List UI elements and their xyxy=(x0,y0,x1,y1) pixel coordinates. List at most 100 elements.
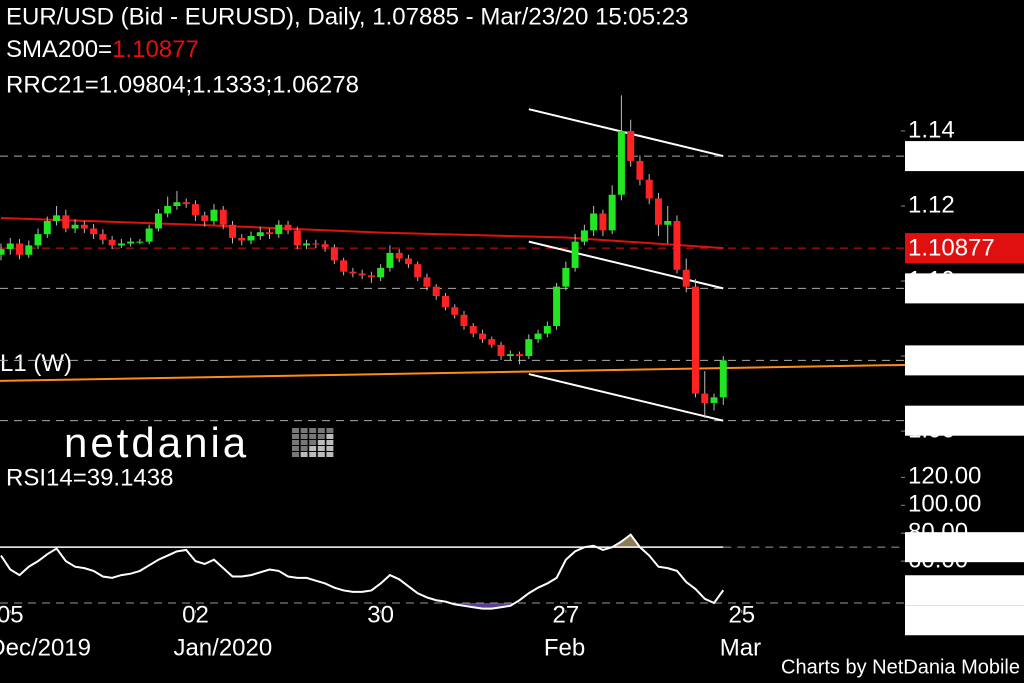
candle-body xyxy=(53,215,61,221)
rsi-legend: RSI14=39.1438 xyxy=(6,464,173,491)
candle-body xyxy=(201,215,209,221)
candle-body xyxy=(377,267,385,278)
x-tick-label: 27 xyxy=(553,601,580,628)
value-box xyxy=(905,345,1024,376)
value-box-label: 1.10877 xyxy=(908,234,995,261)
value-box xyxy=(905,273,1024,304)
x-month-label: Dec/2019 xyxy=(0,634,91,661)
candle-body xyxy=(404,258,412,265)
candle-body xyxy=(340,260,348,272)
candle-body xyxy=(312,243,320,245)
value-box-label: 1.1333 xyxy=(908,142,981,169)
channel-lower xyxy=(528,373,724,422)
candle-body xyxy=(293,230,301,246)
candle-body xyxy=(525,339,533,357)
watermark-cell xyxy=(326,434,334,439)
candle-body xyxy=(636,160,644,180)
watermark-cell xyxy=(300,440,308,445)
value-box xyxy=(905,605,1024,636)
sma-line xyxy=(0,216,724,250)
candle-body xyxy=(191,204,199,216)
rsi-line xyxy=(0,533,725,610)
candle-body xyxy=(608,194,616,231)
candle-body xyxy=(43,220,51,235)
candle-body xyxy=(173,202,181,206)
watermark-cell xyxy=(292,452,299,457)
watermark-cell xyxy=(326,452,334,457)
candle-body xyxy=(127,241,135,244)
candle-body xyxy=(219,209,227,225)
candle-body xyxy=(590,213,598,231)
trendline-label: L1 (W) xyxy=(0,350,72,377)
candle-body xyxy=(330,247,338,261)
trendline xyxy=(0,361,1024,382)
watermark-cell xyxy=(317,446,325,451)
x-tick-label: 05 xyxy=(0,601,24,628)
sma-label: SMA200= xyxy=(6,36,112,63)
watermark-cell xyxy=(309,434,317,439)
candle-body xyxy=(229,224,236,238)
candle-body xyxy=(90,228,98,235)
y-tick-label: 1.12 xyxy=(908,191,955,218)
candle-body xyxy=(488,339,496,345)
candle-body xyxy=(506,354,514,357)
candle-body xyxy=(275,224,283,235)
value-box-label: 1.07885 xyxy=(908,347,995,374)
watermark: netdania xyxy=(64,419,249,466)
candle-body xyxy=(516,354,524,357)
candle-body xyxy=(645,179,653,199)
candle-body xyxy=(534,333,542,340)
watermark-cell xyxy=(326,440,334,445)
value-box xyxy=(905,532,1024,563)
candle-body xyxy=(303,243,311,246)
candle-body xyxy=(16,243,24,255)
watermark-cell xyxy=(309,440,317,445)
value-box-label: 30.00 xyxy=(908,607,968,634)
x-month-label: Mar xyxy=(720,634,761,661)
watermark-cell xyxy=(292,434,299,439)
candle-body xyxy=(423,277,431,287)
candle-body xyxy=(321,244,329,248)
y-tick-label: 1.14 xyxy=(908,116,955,143)
candle-body xyxy=(543,326,551,334)
rsi-overbought-fill xyxy=(584,534,640,548)
channel-legend: RRC21=1.09804;1.1333;1.06278 xyxy=(6,71,359,98)
candle-body xyxy=(460,314,468,327)
candle-body xyxy=(108,239,116,246)
candle-body xyxy=(247,236,255,241)
candle-body xyxy=(136,241,144,243)
watermark-cell xyxy=(326,428,334,433)
candle-body xyxy=(238,237,246,241)
candle-body xyxy=(571,241,579,268)
watermark-cell xyxy=(326,446,334,451)
candle-body xyxy=(256,232,264,237)
candle-body xyxy=(62,215,70,229)
candle-body xyxy=(432,286,440,297)
candle-body xyxy=(0,249,5,255)
candle-body xyxy=(80,224,88,229)
candle-body xyxy=(34,234,42,246)
watermark-cell xyxy=(309,452,317,457)
candle-body xyxy=(719,360,727,398)
candle-body xyxy=(386,252,394,268)
value-box-label: 1.06278 xyxy=(908,407,995,434)
watermark-icon xyxy=(292,428,334,457)
candle-body xyxy=(414,264,422,278)
sma-legend: SMA200=1.10877 xyxy=(6,36,199,63)
watermark-cell xyxy=(292,440,299,445)
candle-body xyxy=(441,296,449,308)
candle-body xyxy=(145,228,153,242)
value-box xyxy=(905,141,1024,172)
candle-body xyxy=(451,307,459,315)
chart-title: EUR/USD (Bid - EURUSD), Daily, 1.07885 -… xyxy=(6,3,689,30)
candle-body xyxy=(682,269,690,287)
x-tick-label: 02 xyxy=(182,601,209,628)
candle-body xyxy=(673,220,681,270)
x-tick-label: 25 xyxy=(728,601,755,628)
watermark-cell xyxy=(317,440,325,445)
candle-body xyxy=(395,252,403,259)
x-month-label: Feb xyxy=(544,634,585,661)
candle-body xyxy=(6,243,14,250)
